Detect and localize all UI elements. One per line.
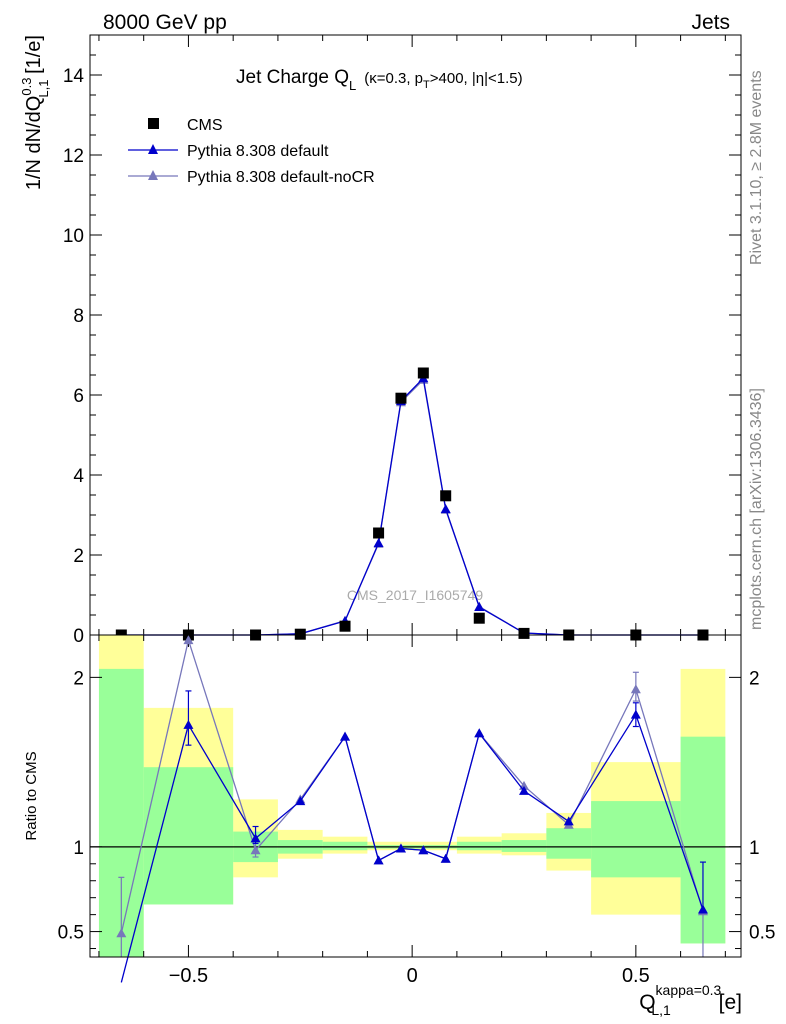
legend-triangle-marker	[148, 170, 158, 180]
main-marker-pythia-default	[474, 602, 485, 611]
ratio-marker-pythia-nocr	[183, 635, 194, 645]
ratio-marker-pythia-default	[563, 816, 574, 826]
main-marker-pythia-default	[373, 538, 384, 547]
rivet-version-label: Rivet 3.1.10, ≥ 2.8M events	[748, 70, 765, 265]
x-axis-label: Qkappa=0.3 L,1 [e]	[639, 982, 742, 1018]
main-y-tick-label: 8	[73, 306, 84, 327]
legend-label-pythia-default: Pythia 8.308 default	[187, 143, 329, 160]
y-axis-label: 1/N dN/dQ0.3 L,1 [1/e]	[19, 35, 51, 190]
main-y-tick-label: 12	[63, 146, 84, 167]
ratio-band-green	[456, 841, 502, 851]
mcplots-reference-label: mcplots.cern.ch [arXiv:1306.3436]	[748, 388, 765, 630]
energy-label: 8000 GeV pp	[103, 11, 227, 34]
main-y-tick-label: 4	[73, 466, 84, 487]
ratio-marker-pythia-default	[250, 833, 261, 843]
main-y-tick-label: 6	[73, 386, 84, 407]
ratio-marker-pythia-nocr	[630, 684, 641, 694]
legend-entry-pythia-nocr: Pythia 8.308 default-noCR	[128, 169, 375, 186]
main-marker-cms	[518, 627, 530, 639]
ratio-y-tick-label: 1	[73, 838, 84, 859]
ratio-y-tick-label: 2	[73, 668, 84, 689]
main-marker-cms	[373, 527, 385, 539]
ratio-marker-pythia-default	[395, 843, 406, 853]
main-marker-cms	[440, 490, 452, 502]
ratio-marker-pythia-default	[418, 845, 429, 855]
analysis-watermark: CMS_2017_I1605749	[347, 587, 483, 603]
ratio-y-tick-label: 0.5	[58, 923, 84, 944]
main-marker-cms	[417, 367, 429, 379]
main-marker-pythia-default	[440, 504, 451, 513]
ratio-y-tick-label-right: 2	[749, 668, 760, 689]
x-tick-label: 0	[407, 965, 418, 987]
ratio-plot-panel: 0.5 0.5 1 1 2 2 −0.5 0 0.5 Ratio to CMS Qkappa=0…	[23, 634, 775, 1018]
legend-triangle-marker	[148, 144, 158, 154]
main-y-tick-label: 2	[73, 546, 84, 567]
legend-label-cms: CMS	[187, 117, 223, 134]
ratio-band-green	[546, 828, 592, 859]
ratio-marker-pythia-default	[440, 853, 451, 863]
category-label: Jets	[691, 11, 730, 34]
ratio-band-green	[143, 767, 234, 905]
main-plot-panel: CMS_2017_I1605749 0 2 4 6 8 10 12 14 Jet Charge…	[19, 34, 742, 647]
ratio-y-axis-label: Ratio to CMS	[23, 751, 40, 840]
legend: CMS Pythia 8.308 default Pythia 8.308 de…	[128, 117, 375, 186]
main-marker-cms	[473, 612, 485, 624]
ratio-marker-pythia-default	[474, 728, 485, 738]
ratio-marker-pythia-nocr	[116, 928, 127, 938]
legend-label-pythia-nocr: Pythia 8.308 default-noCR	[187, 169, 375, 186]
chart-title: Jet Charge QL (κ=0.3, pT>400, |η|<1.5)	[236, 67, 523, 93]
ratio-band-green	[322, 841, 368, 851]
main-y-tick-label: 10	[63, 226, 84, 247]
ratio-plot-frame	[89, 634, 742, 958]
ratio-marker-pythia-default	[340, 731, 351, 741]
x-tick-label: −0.5	[169, 965, 208, 987]
main-marker-cms	[395, 392, 407, 404]
main-marker-cms	[339, 620, 351, 632]
ratio-band-green	[591, 801, 681, 878]
ratio-marker-pythia-nocr	[250, 845, 261, 855]
ratio-marker-pythia-default	[373, 855, 384, 865]
main-y-tick-label: 0	[73, 626, 84, 647]
legend-entry-cms: CMS	[148, 117, 223, 134]
ratio-y-tick-label-right: 1	[749, 838, 760, 859]
ratio-line-pythia-default	[120, 713, 704, 983]
x-tick-label: 0.5	[622, 965, 650, 987]
ratio-marker-pythia-default	[519, 785, 529, 795]
main-marker-cms	[294, 628, 306, 640]
ratio-y-tick-label-right: 0.5	[749, 923, 775, 944]
legend-square-marker	[148, 118, 159, 129]
ratio-marker-pythia-default	[295, 796, 306, 806]
ratio-marker-pythia-default	[697, 904, 708, 914]
ratio-marker-pythia-default	[630, 709, 641, 719]
main-y-tick-label: 14	[63, 66, 85, 87]
legend-entry-pythia-default: Pythia 8.308 default	[128, 143, 329, 160]
ratio-marker-pythia-default	[183, 719, 194, 729]
ratio-band-green	[501, 840, 547, 852]
